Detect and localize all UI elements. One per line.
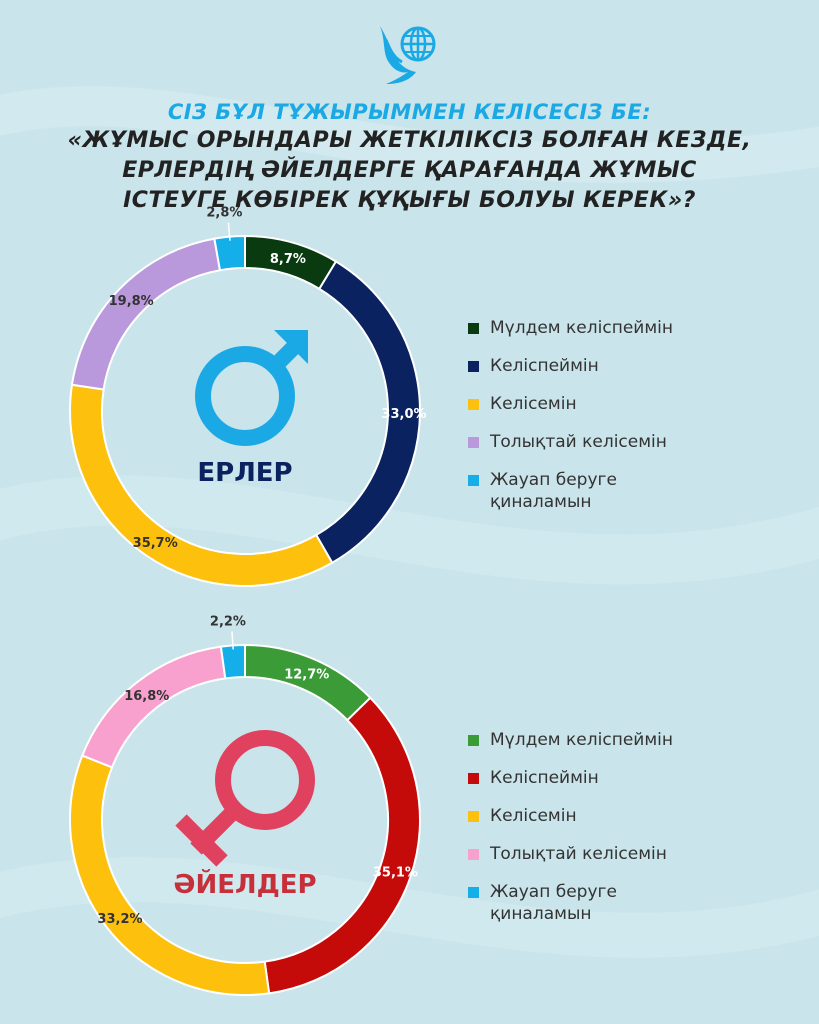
legend-women: Мүлдем келіспеймін Келіспеймін Келісемін То… — [468, 729, 730, 941]
legend-men: Мүлдем келіспеймін Келіспеймін Келісемін То… — [468, 317, 730, 529]
men-legend-item-4: Толықтай келісемін — [468, 431, 730, 453]
male-symbol-icon — [195, 330, 308, 446]
women-legend-label-4: Толықтай келісемін — [490, 844, 667, 864]
title-question: СІЗ БҰЛ ТҰЖЫРЫММЕН КЕЛІСЕСІЗ БЕ: — [167, 100, 652, 124]
women-data-label-4: 16,8% — [124, 689, 169, 704]
women-slice-1 — [244, 643, 372, 722]
women-legend-item-2: Келіспеймін — [468, 767, 730, 789]
men-legend-label-5: Жауап беруге қиналамын — [490, 470, 617, 512]
women-legend-item-5: Жауап беруге қиналамын — [468, 881, 730, 925]
men-legend-item-5: Жауап беруге қиналамын — [468, 469, 730, 513]
men-legend-label-4: Толықтай келісемін — [490, 432, 667, 452]
title-line-1: «ЖҰМЫС ОРЫНДАРЫ ЖЕТКІЛІКСІЗ БОЛҒАН КЕЗДЕ… — [67, 128, 752, 153]
women-legend-item-4: Толықтай келісемін — [468, 843, 730, 865]
men-legend-item-3: Келісемін — [468, 393, 730, 415]
men-legend-item-2: Келіспеймін — [468, 355, 730, 377]
women-data-label-1: 12,7% — [284, 667, 329, 682]
men-legend-swatch-1 — [468, 323, 479, 334]
men-legend-label-1: Мүлдем келіспеймін — [490, 318, 673, 338]
women-legend-label-3: Келісемін — [490, 806, 577, 826]
female-symbol-icon — [175, 730, 315, 867]
women-data-label-5: 2,2% — [210, 614, 246, 629]
women-leader-line — [231, 631, 234, 650]
men-legend-item-1: Мүлдем келіспеймін — [468, 317, 730, 339]
men-legend-swatch-3 — [468, 399, 479, 410]
men-data-labels: 8,7% 33,0% 35,7% 19,8% 2,8% — [109, 206, 427, 551]
men-slice-5 — [213, 234, 246, 272]
men-data-label-5: 2,8% — [206, 206, 242, 221]
men-legend-swatch-5 — [468, 475, 479, 486]
men-data-label-4: 19,8% — [109, 294, 154, 309]
women-legend-swatch-5 — [468, 887, 479, 898]
women-legend-swatch-3 — [468, 811, 479, 822]
women-legend-swatch-4 — [468, 849, 479, 860]
title-line-3: ІСТЕУГЕ КӨБІРЕК ҚҰҚЫҒЫ БОЛУЫ КЕРЕК»? — [123, 188, 696, 213]
women-legend-label-2: Келіспеймін — [490, 768, 599, 788]
men-leader-line — [227, 222, 231, 241]
women-slice-5 — [219, 643, 246, 680]
men-legend-label-2: Келіспеймін — [490, 356, 599, 376]
men-legend-label-3: Келісемін — [490, 394, 577, 414]
women-data-labels: 12,7% 35,1% 33,2% 16,8% 2,2% — [97, 614, 418, 927]
women-legend-item-3: Келісемін — [468, 805, 730, 827]
women-slice-4 — [80, 645, 227, 769]
women-legend-label-5: Жауап беруге қиналамын — [490, 882, 617, 924]
men-data-label-2: 33,0% — [381, 407, 426, 422]
men-data-label-1: 8,7% — [270, 252, 306, 267]
men-legend-swatch-2 — [468, 361, 479, 372]
men-slices — [69, 234, 421, 587]
title-line-2: ЕРЛЕРДІҢ ӘЙЕЛДЕРГЕ ҚАРАҒАНДА ЖҰМЫС — [122, 158, 697, 183]
men-data-label-3: 35,7% — [133, 536, 178, 551]
women-slices — [69, 643, 421, 996]
men-legend-swatch-4 — [468, 437, 479, 448]
women-legend-label-1: Мүлдем келіспеймін — [490, 730, 673, 750]
women-legend-swatch-1 — [468, 735, 479, 746]
women-data-label-3: 33,2% — [97, 912, 142, 927]
men-center-label: ЕРЛЕР — [197, 458, 292, 488]
globe-bird-logo-icon — [380, 26, 436, 84]
women-data-label-2: 35,1% — [373, 866, 418, 881]
women-center-label: ӘЙЕЛДЕР — [173, 868, 316, 900]
women-legend-item-1: Мүлдем келіспеймін — [468, 729, 730, 751]
chart-title: СІЗ БҰЛ ТҰЖЫРЫММЕН КЕЛІСЕСІЗ БЕ: «ЖҰМЫС … — [0, 98, 819, 216]
women-legend-swatch-2 — [468, 773, 479, 784]
